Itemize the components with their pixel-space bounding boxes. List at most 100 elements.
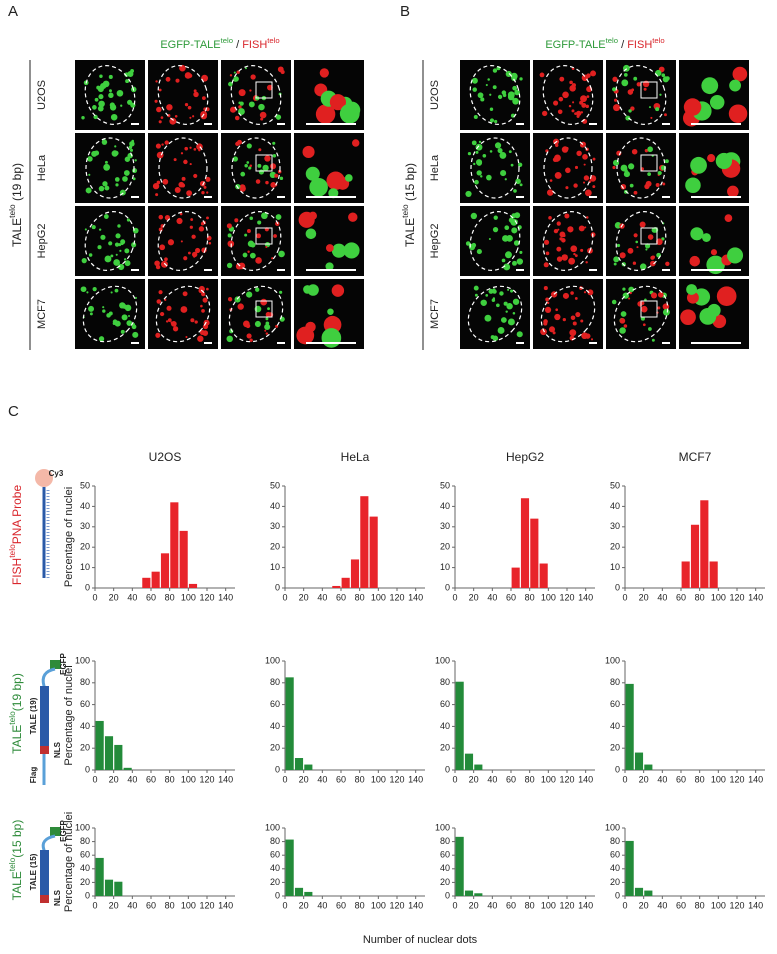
dot [102,181,108,187]
x-tick-label: 120 [199,592,214,602]
dot [165,76,171,82]
dot [255,257,262,264]
bar [160,553,170,588]
dot [510,163,514,167]
dot [244,164,248,168]
dot [516,258,524,265]
dot [325,262,334,271]
dot [545,297,550,302]
x-tick-label: 140 [578,774,593,784]
x-tick-label: 120 [389,900,404,910]
dot [110,254,114,258]
dot [97,105,104,112]
row-label-part: (19 bp) [10,673,24,711]
micrograph [533,133,603,203]
tale19-diagram [40,660,61,785]
dot [543,262,549,268]
dot [476,160,482,166]
dot [195,247,201,254]
dot [194,320,198,324]
micrograph [533,279,603,349]
x-tick-label: 80 [525,774,535,784]
bar [188,583,198,588]
nucleus-outline [157,211,209,271]
x-tick-label: 140 [748,592,763,602]
dot [104,160,108,164]
dot [488,237,491,241]
dot [108,92,114,98]
x-tick-label: 80 [525,592,535,602]
dot [339,103,360,124]
dot [328,188,339,199]
dot [257,220,262,225]
dot [729,79,742,92]
y-tick-label: 0 [615,582,620,592]
y-tick-label: 40 [440,721,450,731]
dot [554,171,562,179]
dot [104,255,112,263]
x-tick-label: 140 [408,900,423,910]
dot [261,212,268,220]
x-tick-label: 60 [336,900,346,910]
dot [98,228,102,231]
dot [238,89,246,97]
bar [625,683,634,770]
bar [294,758,304,770]
panel-header-part: FISH [242,39,267,51]
dot [543,286,548,291]
dot [625,115,631,121]
dot [519,183,523,187]
dot [492,227,499,233]
bar [95,857,104,896]
dot [260,298,268,306]
dot [176,217,183,225]
x-tick-label: 0 [282,774,287,784]
dot [644,243,651,249]
dot [582,181,586,184]
dot [236,70,240,74]
dot [633,76,638,81]
y-tick-label: 40 [270,863,280,873]
bar [104,736,114,770]
dot [474,293,478,297]
panel-header-part: telo [267,36,279,45]
dot [275,214,282,220]
micrograph [606,133,676,203]
dot [623,171,630,178]
panel-header-part: telo [606,36,618,45]
dot [198,288,204,294]
dot [129,148,134,152]
dot [662,182,666,186]
nucleus-outline [157,65,209,125]
dot [624,169,628,173]
y-tick-label: 80 [80,836,90,846]
dot [115,253,118,256]
dot [492,68,498,73]
dot [187,251,191,255]
dot [482,153,487,158]
x-tick-label: 100 [711,900,726,910]
dot [590,338,594,341]
dot [155,332,161,338]
micrograph [606,60,676,130]
dot [683,98,702,116]
micrograph [221,60,291,130]
x-tick-label: 0 [452,592,457,602]
dot [89,312,93,316]
x-tick-label: 60 [146,592,156,602]
x-tick-label: 20 [109,592,119,602]
dot [190,318,195,323]
y-tick-label: 30 [610,521,620,531]
dot [643,87,647,91]
dot [81,286,87,292]
dot [202,297,208,303]
bar [114,881,123,896]
dot [189,116,192,119]
dot [516,331,523,338]
bar [634,887,644,896]
panel-header-part: / [233,39,242,51]
dot [620,311,627,317]
y-tick-label: 0 [615,890,620,900]
dot [226,262,233,269]
